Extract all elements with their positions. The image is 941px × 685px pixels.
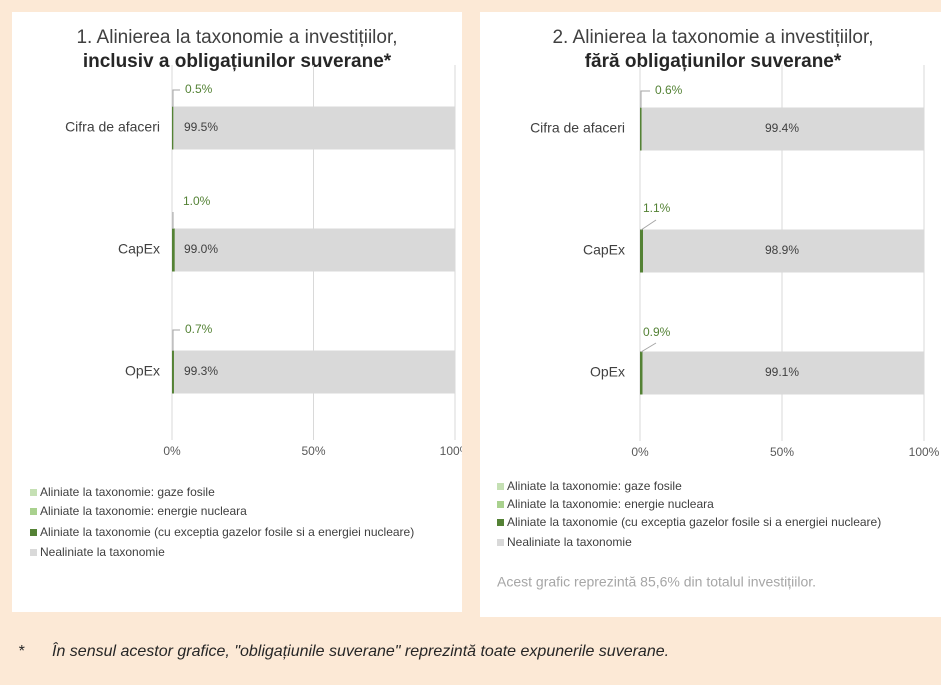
bar-segment bbox=[643, 229, 924, 273]
leader-line bbox=[172, 329, 180, 351]
leader-line bbox=[640, 219, 657, 231]
data-label: 1.1% bbox=[643, 201, 671, 215]
data-label: 98.9% bbox=[765, 243, 799, 257]
bar-segment bbox=[172, 350, 174, 394]
x-tick-label: 100% bbox=[440, 444, 471, 458]
data-label: 99.5% bbox=[184, 120, 218, 134]
chart-note: Acest grafic reprezintă 85,6% din totalu… bbox=[497, 574, 816, 590]
data-label: 0.7% bbox=[185, 322, 213, 336]
bar-segment bbox=[172, 228, 175, 272]
bar-segment bbox=[174, 228, 455, 272]
footnote-marker: * bbox=[18, 643, 25, 660]
chart-subtitle: fără obligațiunilor suverane* bbox=[585, 51, 842, 72]
bar-segment bbox=[172, 106, 174, 150]
y-tick-label: Cifra de afaceri bbox=[530, 120, 625, 136]
data-label: 99.4% bbox=[765, 121, 799, 135]
data-label: 0.9% bbox=[643, 325, 671, 339]
y-tick-label: Cifra de afaceri bbox=[65, 119, 160, 135]
leader-line bbox=[172, 89, 180, 107]
chart-1: 1. Alinierea la taxonomie a investițiilo… bbox=[30, 27, 471, 559]
bar-segment bbox=[640, 229, 644, 273]
bar-segment bbox=[641, 107, 924, 151]
data-label: 0.6% bbox=[655, 83, 683, 97]
y-tick-label: OpEx bbox=[590, 364, 625, 380]
bar-segment bbox=[173, 350, 455, 394]
leader-line bbox=[640, 342, 657, 353]
legend-swatch bbox=[30, 529, 37, 536]
chart-title: 2. Alinierea la taxonomie a investițiilo… bbox=[552, 27, 873, 48]
legend-label: Aliniate la taxonomie: gaze fosile bbox=[507, 479, 682, 493]
legend-swatch bbox=[30, 508, 37, 515]
y-tick-label: CapEx bbox=[118, 241, 160, 257]
chart-subtitle: inclusiv a obligațiunilor suverane* bbox=[83, 51, 392, 72]
x-tick-label: 0% bbox=[163, 444, 181, 458]
chart-title: 1. Alinierea la taxonomie a investițiilo… bbox=[76, 27, 397, 48]
legend-swatch bbox=[497, 519, 504, 526]
chart-2: 2. Alinierea la taxonomie a investițiilo… bbox=[497, 27, 940, 590]
x-tick-label: 100% bbox=[909, 445, 940, 459]
legend-label: Aliniate la taxonomie: energie nucleara bbox=[40, 504, 247, 518]
bar-segment bbox=[640, 351, 643, 395]
legend-swatch bbox=[30, 489, 37, 496]
legend-label: Nealiniate la taxonomie bbox=[40, 545, 165, 559]
legend-label: Aliniate la taxonomie: gaze fosile bbox=[40, 485, 215, 499]
data-label: 99.0% bbox=[184, 242, 218, 256]
legend-swatch bbox=[497, 539, 504, 546]
leader-line bbox=[640, 90, 650, 108]
legend-label: Nealiniate la taxonomie bbox=[507, 535, 632, 549]
y-tick-label: OpEx bbox=[125, 363, 160, 379]
legend-swatch bbox=[497, 501, 504, 508]
panel bbox=[12, 12, 462, 612]
legend-label: Aliniate la taxonomie: energie nucleara bbox=[507, 497, 714, 511]
footnote: În sensul acestor grafice, "obligațiunil… bbox=[52, 641, 669, 660]
y-tick-label: CapEx bbox=[583, 242, 625, 258]
x-tick-label: 0% bbox=[631, 445, 649, 459]
data-label: 0.5% bbox=[185, 82, 213, 96]
legend-label: Aliniate la taxonomie (cu exceptia gazel… bbox=[507, 515, 881, 529]
data-label: 99.1% bbox=[765, 365, 799, 379]
bar-segment bbox=[642, 351, 924, 395]
bar-segment bbox=[173, 106, 456, 150]
legend-swatch bbox=[30, 549, 37, 556]
legend-swatch bbox=[497, 483, 504, 490]
x-tick-label: 50% bbox=[301, 444, 325, 458]
x-tick-label: 50% bbox=[770, 445, 794, 459]
data-label: 99.3% bbox=[184, 364, 218, 378]
legend-label: Aliniate la taxonomie (cu exceptia gazel… bbox=[40, 525, 414, 539]
data-label: 1.0% bbox=[183, 194, 211, 208]
bar-segment bbox=[640, 107, 642, 151]
